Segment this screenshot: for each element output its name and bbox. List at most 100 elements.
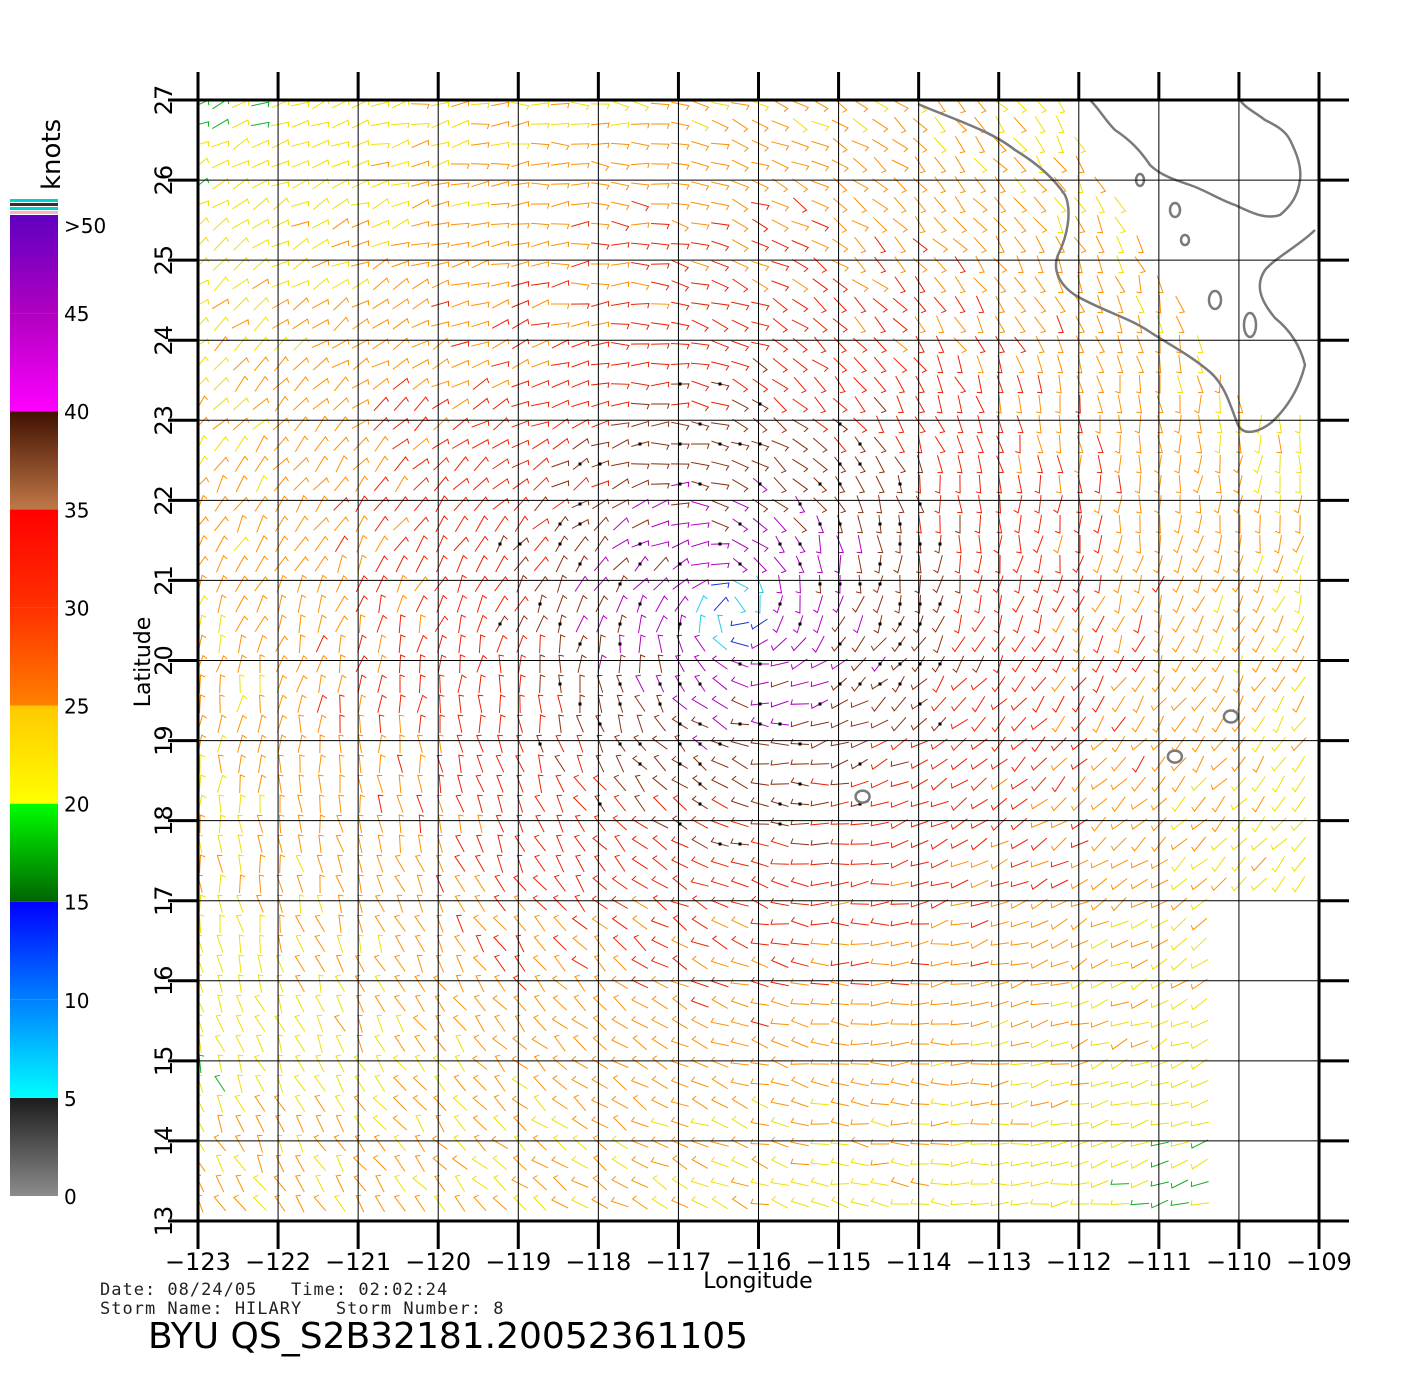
- wind-barb: [910, 1198, 930, 1205]
- wind-barb: [832, 418, 849, 433]
- wind-barb: [638, 614, 647, 633]
- wind-barb: [1274, 494, 1281, 514]
- wind-barb: [950, 1080, 969, 1086]
- rain-flag: [918, 622, 922, 626]
- wind-barb: [1095, 195, 1106, 214]
- wind-barb: [296, 874, 304, 893]
- wind-barb: [473, 1194, 487, 1212]
- lon-tick-label: −110: [1206, 1248, 1272, 1276]
- wind-barb: [810, 739, 829, 749]
- rain-flag: [778, 822, 782, 826]
- colorbar-tick-label: 0: [64, 1185, 77, 1209]
- wind-barb: [410, 103, 430, 110]
- wind-barb: [1151, 776, 1166, 793]
- wind-barb: [631, 1155, 649, 1169]
- wind-barb: [616, 594, 628, 613]
- wind-barb: [812, 278, 829, 293]
- wind-barb: [671, 1015, 688, 1030]
- wind-barb: [339, 694, 345, 714]
- colorbar-tick-label: 35: [64, 498, 89, 522]
- wind-barb: [1130, 1141, 1149, 1147]
- wind-barb: [198, 934, 204, 953]
- wind-barb: [292, 257, 310, 271]
- wind-barb: [431, 181, 450, 188]
- wind-barb: [552, 1134, 567, 1151]
- wind-barb: [651, 403, 670, 409]
- wind-barb: [571, 1055, 589, 1069]
- wind-barb: [936, 100, 946, 114]
- wind-barb: [351, 261, 370, 267]
- wind-barb: [671, 995, 688, 1010]
- wind-barb: [911, 636, 927, 652]
- wind-barb: [910, 717, 928, 731]
- wind-barb: [772, 298, 788, 313]
- wind-barb: [1233, 655, 1244, 674]
- wind-barb: [792, 278, 809, 293]
- wind-barb: [990, 817, 1007, 832]
- wind-barb: [1150, 859, 1169, 870]
- wind-barb: [1294, 574, 1302, 594]
- wind-barb: [1011, 656, 1026, 673]
- wind-barb: [313, 1134, 327, 1152]
- wind-barb: [1151, 836, 1166, 852]
- wind-barb: [711, 482, 730, 490]
- wind-barb: [591, 242, 610, 250]
- wind-barb: [910, 1077, 929, 1087]
- wind-barb: [850, 998, 870, 1005]
- wind-barb: [970, 901, 989, 907]
- wind-barb: [790, 1158, 810, 1166]
- wind-barb: [1016, 395, 1023, 414]
- wind-barb: [212, 177, 230, 190]
- wind-barb: [435, 1014, 445, 1033]
- wind-barb: [1070, 1038, 1088, 1050]
- wind-barb: [372, 277, 390, 291]
- wind-barb: [451, 1155, 468, 1170]
- wind-barb: [295, 934, 305, 953]
- wind-barb: [993, 615, 1003, 634]
- wind-barb: [1090, 1058, 1108, 1070]
- wind-barb: [571, 320, 590, 327]
- wind-barb: [631, 1016, 649, 1029]
- wind-barb: [1010, 1080, 1029, 1086]
- wind-barb: [211, 159, 230, 169]
- wind-barb: [431, 159, 450, 169]
- wind-barb: [630, 1076, 649, 1088]
- wind-barb: [311, 219, 330, 229]
- wind-barb: [431, 119, 450, 129]
- wind-barb: [1110, 677, 1127, 692]
- wind-barb: [752, 358, 768, 373]
- wind-barb: [533, 934, 547, 952]
- wind-barb: [1191, 676, 1206, 692]
- wind-barb: [812, 458, 828, 473]
- rain-flag: [758, 482, 762, 486]
- wind-barb: [711, 401, 730, 411]
- wind-barb: [258, 874, 265, 894]
- wind-barb: [730, 796, 749, 808]
- wind-barb: [1050, 918, 1068, 930]
- wind-barb: [712, 675, 728, 691]
- rain-flag: [878, 522, 882, 526]
- wind-barb: [432, 398, 450, 410]
- wind-barb: [750, 956, 769, 969]
- wind-barb: [259, 914, 265, 934]
- wind-barb: [355, 575, 368, 593]
- wind-barb: [671, 142, 690, 150]
- wind-barb: [454, 515, 469, 532]
- wind-barb: [1175, 494, 1181, 514]
- wind-barb: [235, 1114, 245, 1133]
- wind-barb: [1090, 999, 1109, 1010]
- wind-barb: [630, 242, 650, 250]
- wind-barb: [1095, 414, 1101, 434]
- wind-barb: [276, 574, 288, 593]
- wind-barb: [215, 1154, 224, 1173]
- wind-barb: [792, 298, 809, 313]
- wind-barb: [631, 440, 650, 447]
- wind-barb: [734, 596, 747, 614]
- wind-barb: [436, 794, 444, 813]
- wind-barb: [711, 119, 729, 132]
- wind-barb: [371, 161, 390, 168]
- wind-barb: [475, 515, 489, 533]
- wind-barb: [412, 1014, 427, 1031]
- wind-barb: [216, 1094, 224, 1113]
- wind-barb: [1053, 157, 1068, 174]
